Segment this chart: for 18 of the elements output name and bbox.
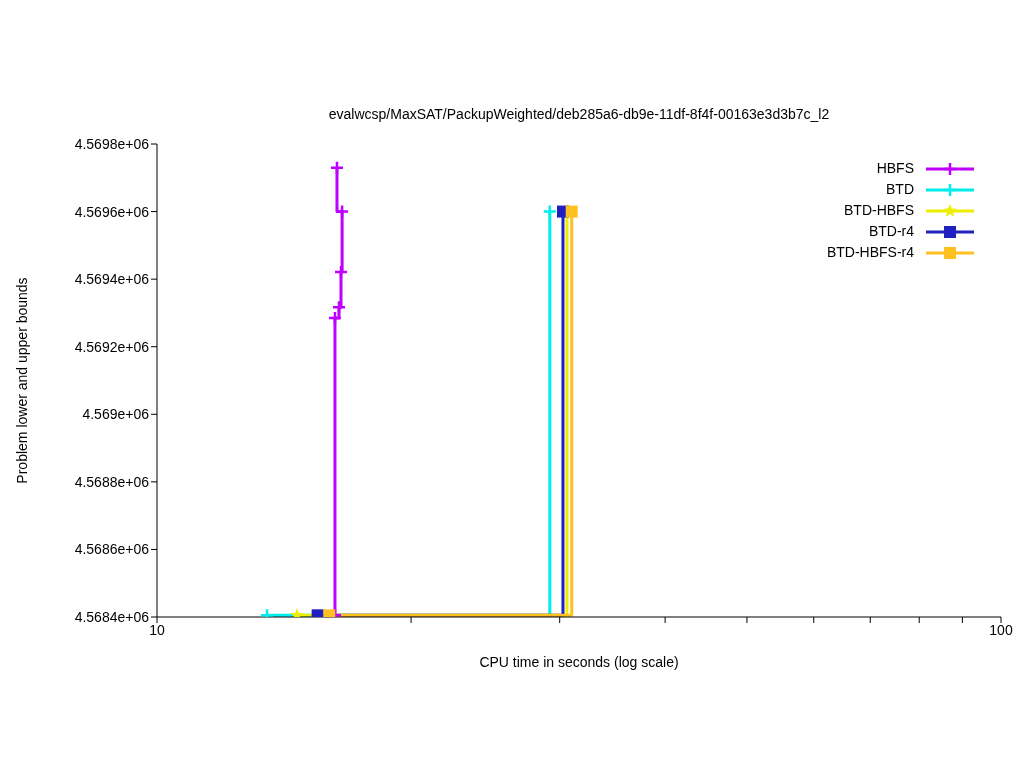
- y-tick-label: 4.5694e+06: [74, 271, 150, 288]
- y-tick-label: 4.5686e+06: [74, 541, 150, 558]
- y-tick-label: 4.5688e+06: [74, 473, 150, 490]
- y-tick-label: 4.5698e+06: [74, 135, 150, 152]
- y-tick-label: 4.5696e+06: [74, 203, 150, 220]
- y-tick-label: 4.5692e+06: [74, 338, 150, 355]
- legend-label: BTD: [886, 180, 914, 199]
- legend-label: BTD-HBFS: [844, 201, 914, 220]
- y-tick-label: 4.5684e+06: [74, 608, 150, 625]
- chart-title: evalwcsp/MaxSAT/PackupWeighted/deb285a6-db9e-11df-8f4f-00163e3d3b7c_l2: [327, 106, 831, 122]
- y-axis-title: Problem lower and upper bounds: [13, 277, 30, 484]
- x-tick-label: 10: [149, 621, 165, 638]
- legend-label: BTD-HBFS-r4: [826, 243, 914, 262]
- x-tick-label: 100: [989, 621, 1013, 638]
- x-axis-title: CPU time in seconds (log scale): [479, 654, 679, 670]
- legend-label: HBFS: [876, 159, 914, 178]
- legend-label: BTD-r4: [868, 222, 914, 241]
- y-tick-label: 4.569e+06: [82, 406, 150, 423]
